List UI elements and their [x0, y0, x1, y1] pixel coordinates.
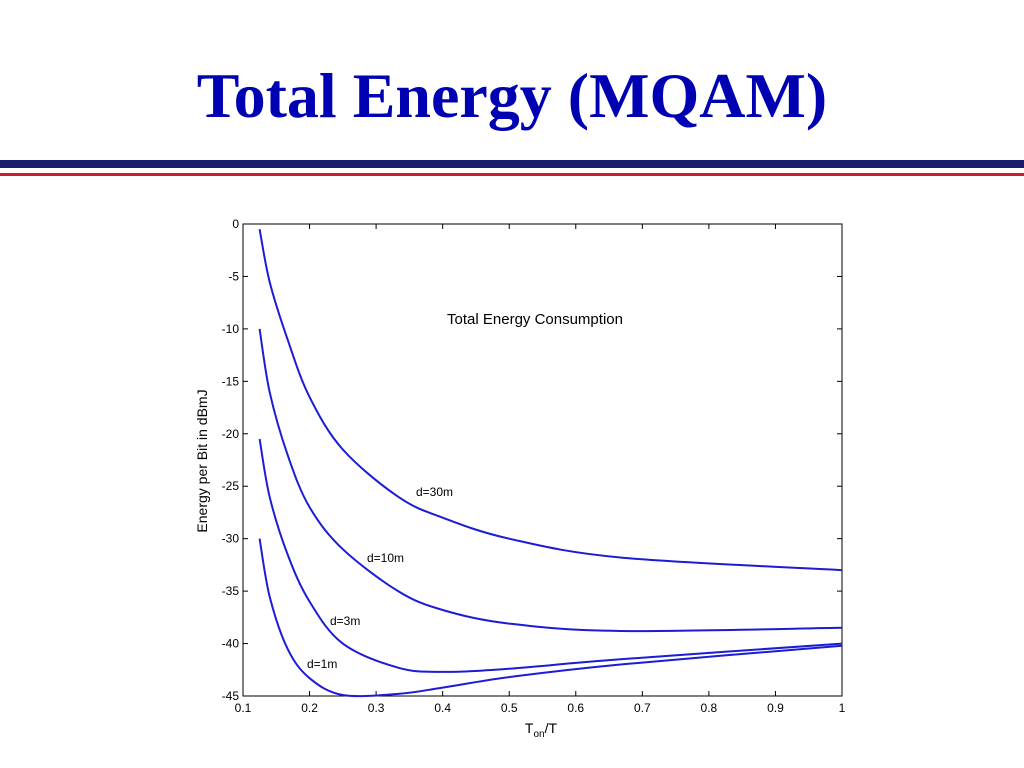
- y-tick-label: -40: [222, 637, 240, 651]
- x-axis-label-sub: on: [533, 729, 544, 740]
- x-tick-label: 0.9: [767, 701, 784, 715]
- y-axis-label: Energy per Bit in dBmJ: [194, 389, 210, 532]
- series-label: d=10m: [367, 551, 404, 565]
- y-tick-label: -25: [222, 479, 240, 493]
- y-tick-label: -35: [222, 584, 240, 598]
- x-axis-label: Ton/T: [525, 720, 558, 740]
- x-tick-label: 0.7: [634, 701, 651, 715]
- chart-series: d=30m d=10m d=3m d=1m: [260, 229, 842, 696]
- y-tick-label: -45: [222, 689, 240, 703]
- x-tick-label: 0.6: [567, 701, 584, 715]
- y-tick-label: -5: [228, 269, 239, 283]
- y-tick-label: -30: [222, 532, 240, 546]
- y-tick-label: -15: [222, 374, 240, 388]
- series-label: d=3m: [330, 614, 360, 628]
- series-line: [260, 439, 842, 672]
- series-label: d=30m: [416, 485, 453, 499]
- series-label: d=1m: [307, 657, 337, 671]
- chart: 0.1 0.2 0.3 0.4 0.5 0.6 0.7 0.8 0.9 1 0 -5 -10 -15 -20…: [0, 0, 1024, 768]
- y-tick-label: -10: [222, 322, 240, 336]
- x-axis-label-tail: /T: [545, 720, 558, 736]
- chart-axes: 0.1 0.2 0.3 0.4 0.5 0.6 0.7 0.8 0.9 1 0 -5 -10 -15 -20…: [222, 217, 846, 715]
- x-tick-label: 0.3: [368, 701, 385, 715]
- y-tick-label: 0: [232, 217, 239, 231]
- x-tick-label: 0.2: [301, 701, 318, 715]
- chart-title: Total Energy Consumption: [447, 311, 623, 328]
- x-tick-label: 0.4: [434, 701, 451, 715]
- x-tick-label: 0.1: [235, 701, 252, 715]
- series-line: [260, 229, 842, 570]
- y-tick-label: -20: [222, 427, 240, 441]
- x-tick-label: 0.8: [701, 701, 718, 715]
- x-tick-label: 1: [839, 701, 846, 715]
- x-tick-label: 0.5: [501, 701, 518, 715]
- series-line: [260, 329, 842, 631]
